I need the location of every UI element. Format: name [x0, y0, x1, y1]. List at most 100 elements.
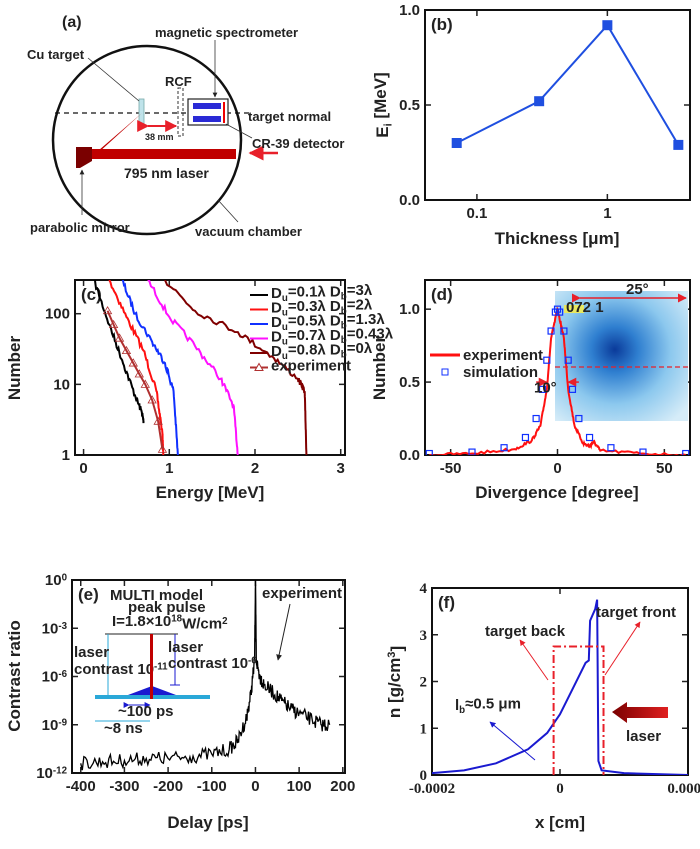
plot-area — [80, 580, 331, 771]
legend-label: Du=0.3λ Db=2λ — [271, 296, 373, 318]
inset-tag: 072 1 — [566, 299, 604, 316]
data-point — [585, 433, 594, 442]
y-tick-label: 1.0 — [399, 2, 420, 19]
experiment-pointer — [276, 603, 291, 661]
laser-right-label: laser — [168, 639, 203, 656]
cu-target-label: Cu target — [27, 47, 85, 62]
x-tick-label: -50 — [440, 460, 462, 477]
data-point — [532, 414, 540, 423]
panel-a-diagram: (a) magnetic spectrometer Cu target RCF … — [27, 14, 344, 239]
data-point — [673, 139, 684, 150]
data-point — [682, 449, 690, 455]
legend-label: simulation — [463, 364, 538, 381]
laser-beam — [90, 149, 236, 159]
data-point — [639, 448, 647, 455]
y-axis-label: Number — [370, 336, 389, 401]
parabolic-mirror — [76, 147, 92, 168]
target-back-pointer — [519, 639, 549, 681]
x-axis-label: Delay [ps] — [167, 813, 248, 832]
chart-panel-e: -400 -300 -200 -100 0 100 200 10-12 10-9 10-6 10-3… — [5, 572, 355, 832]
plot-frame — [431, 587, 689, 776]
plot-frame — [424, 279, 691, 456]
series-d-u-0-3-d-b-2--line — [108, 280, 165, 455]
focused-laser-cone — [84, 113, 142, 163]
target-front-pointer — [604, 621, 641, 676]
laser-label: laser — [626, 728, 661, 745]
y-tick-label: 0.0 — [399, 447, 420, 464]
series-d-u-0-8-d-b-0--line — [164, 280, 308, 455]
series-d-u-0-7-d-b-0-43--line — [147, 280, 239, 455]
data-point — [108, 319, 119, 329]
plot-frame — [424, 9, 691, 201]
x-tick-label: 0.0002 — [667, 781, 700, 797]
x-axis-label: Divergence [degree] — [475, 483, 638, 502]
chart-panel-d: -50 0 50 0.0 0.5 1.0 Divergence [degree] Number… — [370, 279, 691, 502]
distance-label: 38 mm — [145, 132, 174, 142]
ps100-label: ~100 ps — [118, 703, 173, 720]
lb-pointer — [489, 721, 536, 761]
data-point — [560, 327, 568, 335]
y-tick-label: 0.0 — [399, 192, 420, 209]
parabolic-mirror-label: parabolic mirror — [30, 220, 130, 235]
y-tick-label: 0.5 — [399, 97, 420, 114]
data-point — [575, 414, 583, 423]
x-tick-label: 50 — [656, 460, 673, 477]
inset-tag-box — [564, 305, 584, 313]
x-tick-label: -100 — [197, 778, 227, 795]
legend-label: Du=0.5λ Db=1.3λ — [271, 311, 385, 333]
laser-label: 795 nm laser — [124, 165, 209, 181]
plot-area — [93, 280, 308, 455]
panel-a-label: (a) — [62, 14, 82, 31]
x-tick-label: 0.1 — [466, 205, 487, 222]
y-tick-label: 10-6 — [42, 669, 68, 686]
x-tick-label: -300 — [109, 778, 139, 795]
intensity-label: I=1.8×1018W/cm2 — [112, 613, 228, 632]
data-point — [547, 327, 555, 335]
panel-label: (b) — [431, 15, 453, 34]
y-tick-label: 100 — [45, 306, 70, 323]
y-tick-label: 4 — [420, 581, 428, 597]
data-point — [543, 356, 551, 364]
x-tick-label: 0 — [553, 460, 561, 477]
series-experiment-line — [429, 306, 686, 455]
x-axis-label: Thickness [μm] — [495, 229, 620, 248]
panel-label: (f) — [438, 593, 455, 612]
magnet-top — [193, 103, 221, 109]
data-point — [425, 449, 433, 455]
x-tick-label: 1 — [603, 205, 611, 222]
y-tick-label: 10-12 — [36, 765, 67, 782]
peak-pulse-label: peak pulse — [128, 599, 206, 616]
series-0-line — [456, 23, 680, 146]
plot-area — [432, 599, 688, 775]
data-point — [564, 356, 572, 364]
target-back-label: target back — [485, 623, 566, 640]
data-point — [121, 345, 132, 355]
y-tick-label: 1 — [420, 721, 428, 737]
y-tick-label: 100 — [45, 572, 68, 589]
data-point — [468, 448, 476, 455]
rcf-film — [177, 87, 184, 137]
data-point — [128, 358, 138, 367]
lb-label: lb≈0.5 μm — [455, 695, 521, 716]
legend-label: Du=0.8λ Db=0λ — [271, 340, 373, 362]
x-tick-label: 0 — [251, 778, 259, 795]
target-box-outline — [552, 645, 605, 775]
laser-left-label: laser — [74, 644, 109, 661]
data-point — [153, 416, 163, 425]
vacuum-chamber-circle — [51, 44, 243, 236]
data-point — [114, 333, 125, 342]
x-tick-label: 100 — [287, 778, 312, 795]
y-axis-label: Ei [MeV] — [371, 72, 394, 137]
x-tick-label: -0.0002 — [409, 781, 455, 797]
fwhm-label: 10° — [534, 379, 557, 396]
y-tick-label: 3 — [420, 628, 428, 644]
plot-frame — [74, 279, 346, 456]
y-axis-label: Number — [5, 336, 24, 401]
x-axis-label: x [cm] — [535, 813, 585, 832]
panel-label: (d) — [431, 285, 453, 304]
cr39-pointer — [225, 123, 253, 139]
